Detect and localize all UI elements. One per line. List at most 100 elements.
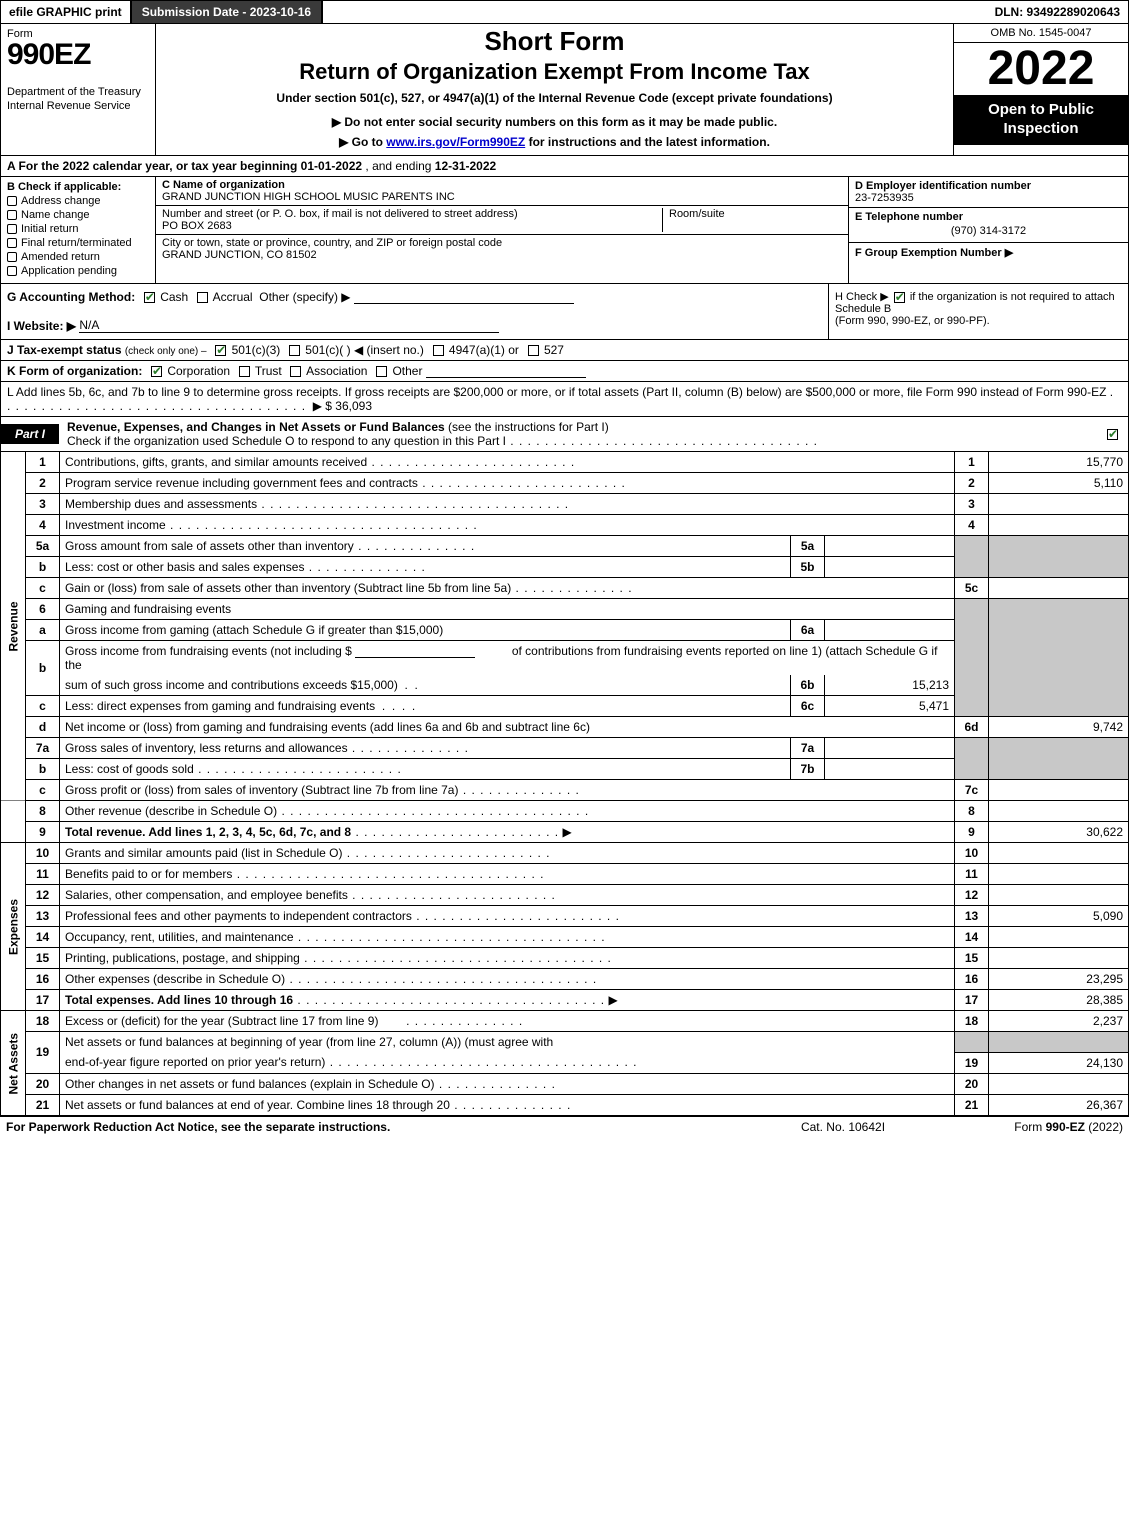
- g-other-input[interactable]: [354, 303, 574, 304]
- part1-label: Part I: [1, 424, 59, 444]
- l5ab-greyamt: [989, 536, 1129, 578]
- k-other-input[interactable]: [426, 377, 586, 378]
- chk-4947[interactable]: [433, 345, 444, 356]
- c-name-label: C Name of organization: [162, 179, 842, 191]
- l9-num: 9: [26, 822, 60, 843]
- col-b: B Check if applicable: Address change Na…: [1, 177, 156, 283]
- part1-check[interactable]: [1097, 424, 1128, 444]
- efile-print-label[interactable]: efile GRAPHIC print: [1, 1, 132, 23]
- l2-desc: Program service revenue including govern…: [65, 476, 418, 490]
- l11-num: 11: [26, 864, 60, 885]
- chk-accrual[interactable]: [197, 292, 208, 303]
- chk-name-change[interactable]: Name change: [7, 209, 149, 221]
- irs-link[interactable]: www.irs.gov/Form990EZ: [386, 135, 525, 149]
- org-name: GRAND JUNCTION HIGH SCHOOL MUSIC PARENTS…: [162, 191, 842, 203]
- g-label: G Accounting Method:: [7, 290, 135, 304]
- l1-num: 1: [26, 452, 60, 473]
- l7b-num: b: [26, 759, 60, 780]
- chk-501c3[interactable]: [215, 345, 226, 356]
- l4-box: 4: [955, 515, 989, 536]
- dln-label: DLN: 93492289020643: [987, 1, 1128, 23]
- l16-num: 16: [26, 969, 60, 990]
- l8-num: 8: [26, 801, 60, 822]
- e-block: E Telephone number (970) 314-3172: [849, 208, 1128, 243]
- chk-h[interactable]: [894, 292, 905, 303]
- row-7a: 7a Gross sales of inventory, less return…: [1, 738, 1129, 759]
- l7a-mini: 7a: [791, 738, 825, 759]
- row-17: 17 Total expenses. Add lines 10 through …: [1, 990, 1129, 1011]
- h-text3: (Form 990, 990-EZ, or 990-PF).: [835, 315, 990, 327]
- l4-desc: Investment income: [65, 518, 166, 532]
- c-city-block: City or town, state or province, country…: [156, 235, 848, 283]
- l13-num: 13: [26, 906, 60, 927]
- chk-final-return[interactable]: Final return/terminated: [7, 237, 149, 249]
- g-accrual: Accrual: [213, 290, 253, 304]
- chk-cash[interactable]: [144, 292, 155, 303]
- expenses-side-label: Expenses: [1, 843, 26, 1011]
- chk-trust[interactable]: [239, 366, 250, 377]
- l5c-amt: [989, 578, 1129, 599]
- l9-box: 9: [955, 822, 989, 843]
- line-j: J Tax-exempt status (check only one) ‒ 5…: [0, 340, 1129, 361]
- l1-amt: 15,770: [989, 452, 1129, 473]
- row-7c: c Gross profit or (loss) from sales of i…: [1, 780, 1129, 801]
- footer-left: For Paperwork Reduction Act Notice, see …: [6, 1120, 743, 1134]
- l6d-box: 6d: [955, 717, 989, 738]
- l6b-blank[interactable]: [355, 657, 475, 658]
- l12-amt: [989, 885, 1129, 906]
- chk-501c[interactable]: [289, 345, 300, 356]
- l10-amt: [989, 843, 1129, 864]
- l6-greybox: [955, 599, 989, 717]
- i-label: I Website: ▶: [7, 319, 76, 333]
- l5b-miniamt: [825, 557, 955, 578]
- block-gh: G Accounting Method: Cash Accrual Other …: [0, 284, 1129, 340]
- chk-other[interactable]: [376, 366, 387, 377]
- l6d-num: d: [26, 717, 60, 738]
- line-l: L Add lines 5b, 6c, and 7b to line 9 to …: [0, 382, 1129, 417]
- g-cash: Cash: [160, 290, 188, 304]
- l21-desc: Net assets or fund balances at end of ye…: [65, 1098, 450, 1112]
- l15-box: 15: [955, 948, 989, 969]
- row-6d: d Net income or (loss) from gaming and f…: [1, 717, 1129, 738]
- l13-box: 13: [955, 906, 989, 927]
- row-20: 20 Other changes in net assets or fund b…: [1, 1073, 1129, 1094]
- row-6: 6 Gaming and fundraising events: [1, 599, 1129, 620]
- goto-post: for instructions and the latest informat…: [525, 135, 770, 149]
- line-h: H Check ▶ if the organization is not req…: [828, 284, 1128, 339]
- chk-corp[interactable]: [151, 366, 162, 377]
- chk-application-pending[interactable]: Application pending: [7, 265, 149, 277]
- gh-left: G Accounting Method: Cash Accrual Other …: [1, 284, 828, 339]
- l3-amt: [989, 494, 1129, 515]
- l11-amt: [989, 864, 1129, 885]
- omb-number: OMB No. 1545-0047: [954, 24, 1128, 43]
- row-11: 11 Benefits paid to or for members 11: [1, 864, 1129, 885]
- chk-address-change[interactable]: Address change: [7, 195, 149, 207]
- l7c-desc: Gross profit or (loss) from sales of inv…: [65, 783, 458, 797]
- j-sub: (check only one) ‒: [125, 346, 207, 357]
- telephone-value: (970) 314-3172: [855, 223, 1122, 239]
- l20-box: 20: [955, 1073, 989, 1094]
- row-5a: 5a Gross amount from sale of assets othe…: [1, 536, 1129, 557]
- l7a-desc: Gross sales of inventory, less returns a…: [65, 741, 348, 755]
- chk-initial-return[interactable]: Initial return: [7, 223, 149, 235]
- chk-527[interactable]: [528, 345, 539, 356]
- form-number: 990EZ: [7, 38, 149, 72]
- row-19-1: 19 Net assets or fund balances at beginn…: [1, 1032, 1129, 1053]
- l7a-num: 7a: [26, 738, 60, 759]
- chk-amended-return[interactable]: Amended return: [7, 251, 149, 263]
- l6d-amt: 9,742: [989, 717, 1129, 738]
- addr-label: Number and street (or P. O. box, if mail…: [162, 208, 662, 220]
- chk-assoc[interactable]: [290, 366, 301, 377]
- l7ab-greyamt: [989, 738, 1129, 780]
- goto-instructions: ▶ Go to www.irs.gov/Form990EZ for instru…: [162, 135, 947, 149]
- tax-year: 2022: [954, 43, 1128, 95]
- row-8: 8 Other revenue (describe in Schedule O)…: [1, 801, 1129, 822]
- k-other: Other: [392, 364, 422, 378]
- row-16: 16 Other expenses (describe in Schedule …: [1, 969, 1129, 990]
- l7b-mini: 7b: [791, 759, 825, 780]
- row-5c: c Gain or (loss) from sale of assets oth…: [1, 578, 1129, 599]
- l7c-num: c: [26, 780, 60, 801]
- l-amount: ▶ $ 36,093: [313, 399, 372, 413]
- under-section: Under section 501(c), 527, or 4947(a)(1)…: [162, 91, 947, 105]
- j-opt1: 501(c)(3): [232, 343, 281, 357]
